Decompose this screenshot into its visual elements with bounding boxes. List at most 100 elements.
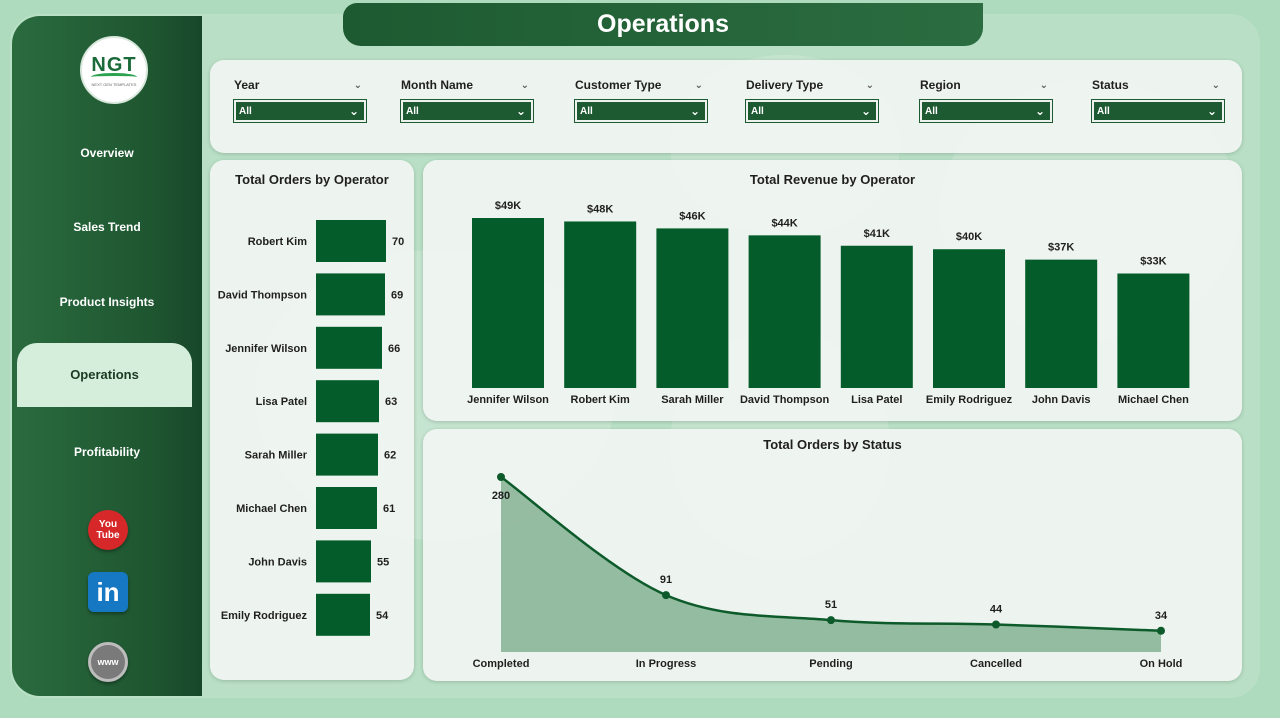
data-label: 34 [1155,610,1168,622]
youtube-icon-text-tube: Tube [96,530,120,541]
linkedin-icon-text: in [96,576,120,607]
revenue-by-operator-chart: $49K Jennifer Wilson $48K Robert Kim $46K Sar… [467,200,1190,406]
bar [316,433,378,476]
data-label: $48K [587,203,613,215]
chevron-down-icon: ⌄ [348,104,359,118]
filter-value: All [239,105,252,117]
filter-value: All [406,105,419,117]
filter-delivery-type: Delivery Type ⌄ All ⌄ [745,78,879,123]
chart-title: Total Orders by Status [763,437,902,452]
sidebar-item-operations[interactable]: Operations [17,343,192,407]
logo-subtext: NEXT GEN TEMPLATES [91,81,137,87]
revenue-by-operator-panel: Total Revenue by Operator $49K Jennifer W… [423,160,1242,421]
chevron-down-icon[interactable]: ⌄ [694,79,703,91]
chevron-down-icon: ⌄ [515,104,526,118]
category-label: Michael Chen [1118,394,1189,406]
bar [472,218,544,388]
data-label: $49K [495,200,521,212]
sidebar-item-overview[interactable]: Overview [80,146,134,160]
filter-panel: Year ⌄ All ⌄ Month Name ⌄ All ⌄ Customer Typ… [210,60,1242,153]
filter-region: Region ⌄ All ⌄ [919,78,1053,123]
website-icon-text: www [97,657,119,667]
chevron-down-icon[interactable]: ⌄ [1039,79,1048,91]
data-label: 62 [384,450,396,462]
orders-by-status-chart: 280 Completed 91 In Progress 51 Pending 44 Canc… [473,473,1182,670]
page-title-bar: Operations [343,3,983,46]
data-label: $33K [1140,256,1166,268]
bar [1117,273,1190,388]
bar [316,593,370,636]
data-label: 66 [388,343,400,355]
orders-by-status-panel: Total Orders by Status 280 Completed 91 In … [423,429,1242,681]
data-label: 280 [492,490,510,502]
data-label: 54 [376,610,389,622]
orders-by-operator-panel: Total Orders by Operator Robert Kim 70 Dav… [210,160,414,680]
chevron-down-icon: ⌄ [1034,104,1045,118]
bar [1025,259,1098,388]
youtube-icon[interactable]: You Tube [88,510,128,550]
logo-swoosh-icon [91,72,137,81]
filter-value: All [1097,105,1110,117]
category-label: John Davis [1032,394,1091,406]
page-title: Operations [597,10,729,38]
logo-text: NGT [91,53,137,76]
category-label: David Thompson [218,289,308,301]
delivery-type-slicer-dropdown[interactable]: All ⌄ [745,99,879,123]
data-label: $44K [771,217,797,229]
chevron-down-icon: ⌄ [689,104,700,118]
category-label: Robert Kim [248,236,308,248]
website-globe-icon[interactable]: www [88,642,128,682]
bar [316,326,382,369]
filter-label: Region [920,78,961,92]
data-label: 55 [377,556,389,568]
category-label: Emily Rodriguez [926,394,1013,406]
sidebar-item-profitability[interactable]: Profitability [73,445,140,459]
series-line [500,475,1162,632]
month-slicer-dropdown[interactable]: All ⌄ [400,99,534,123]
data-label: 91 [660,574,672,586]
data-point [992,620,1000,629]
filter-month-name: Month Name ⌄ All ⌄ [400,78,534,123]
data-label: 61 [383,503,395,515]
category-label: Lisa Patel [256,396,307,408]
status-slicer-dropdown[interactable]: All ⌄ [1091,99,1225,123]
bar [316,540,371,583]
data-label: 63 [385,396,397,408]
area-fill [501,477,1161,652]
sidebar-item-sales-trend[interactable]: Sales Trend [73,220,141,234]
data-point [827,616,835,625]
data-label: $41K [864,228,890,240]
sidebar-item-product-insights[interactable]: Product Insights [59,295,155,309]
year-slicer-dropdown[interactable]: All ⌄ [233,99,367,123]
filter-value: All [925,105,938,117]
youtube-icon-text-you: You [98,519,118,530]
bar [564,221,637,388]
bar [316,220,386,262]
chevron-down-icon[interactable]: ⌄ [1211,79,1220,91]
chevron-down-icon[interactable]: ⌄ [865,79,874,91]
filter-customer-type: Customer Type ⌄ All ⌄ [574,78,708,123]
category-label: Sarah Miller [661,394,724,406]
category-label: David Thompson [740,394,830,406]
data-label: 70 [392,236,404,248]
category-label: Cancelled [970,658,1022,670]
filter-value: All [751,105,764,117]
data-label: $46K [679,210,705,222]
bar [316,487,377,529]
data-label: 69 [391,289,403,301]
category-label: Robert Kim [571,394,631,406]
category-label: Pending [809,658,852,670]
data-point [497,473,505,481]
bar [316,273,385,316]
filter-label: Status [1092,78,1129,92]
region-slicer-dropdown[interactable]: All ⌄ [919,99,1053,123]
bar [933,249,1005,388]
filter-label: Year [234,78,260,92]
data-label: 51 [825,599,837,611]
data-label: $40K [956,231,982,243]
chevron-down-icon[interactable]: ⌄ [353,79,362,91]
logo[interactable]: NGT NEXT GEN TEMPLATES [80,36,148,104]
customer-type-slicer-dropdown[interactable]: All ⌄ [574,99,708,123]
chevron-down-icon[interactable]: ⌄ [520,79,529,91]
linkedin-icon[interactable]: in [88,572,128,612]
